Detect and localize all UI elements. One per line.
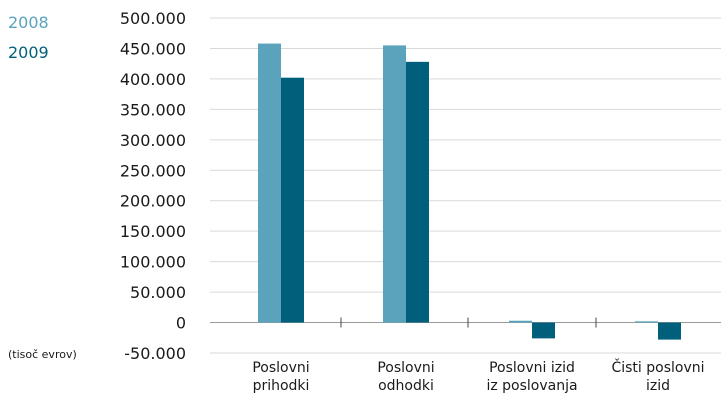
category-label: prihodki bbox=[253, 378, 310, 393]
y-tick-label: 300.000 bbox=[120, 131, 186, 150]
bar-2009-2 bbox=[406, 61, 429, 323]
bar-2008-4 bbox=[635, 321, 658, 323]
y-axis-tick-labels: 500.000 450.000 400.000 350.000 300.000 250.0… bbox=[120, 9, 186, 363]
category-label: odhodki bbox=[378, 378, 434, 393]
bar-2008-3 bbox=[509, 320, 532, 323]
bar-2009-4 bbox=[658, 322, 681, 340]
y-tick-label: -50.000 bbox=[124, 344, 186, 363]
y-tick-label: 350.000 bbox=[120, 100, 186, 119]
bar-2008-1 bbox=[258, 43, 281, 323]
bar-2009-1 bbox=[281, 77, 304, 323]
category-label: izid bbox=[646, 378, 670, 393]
category-label: Poslovni izid bbox=[489, 360, 575, 376]
y-tick-label: 500.000 bbox=[120, 9, 186, 28]
y-tick-label: 250.000 bbox=[120, 161, 186, 180]
y-tick-label: 450.000 bbox=[120, 39, 186, 58]
category-label: Poslovni bbox=[377, 360, 434, 376]
y-tick-label: 200.000 bbox=[120, 192, 186, 211]
legend-entry-2009: 2009 bbox=[8, 43, 49, 62]
y-tick-label: 0 bbox=[176, 314, 186, 333]
category-separators bbox=[340, 317, 597, 328]
legend: 2008 2009 bbox=[8, 13, 49, 62]
bar-2009-3 bbox=[532, 322, 555, 339]
bars bbox=[258, 43, 681, 340]
y-tick-label: 100.000 bbox=[120, 253, 186, 272]
y-tick-label: 50.000 bbox=[130, 283, 186, 302]
bar-2008-2 bbox=[383, 45, 406, 323]
unit-label: (tisoč evrov) bbox=[8, 348, 77, 361]
category-label: iz poslovanja bbox=[486, 378, 577, 393]
legend-entry-2008: 2008 bbox=[8, 13, 49, 32]
y-tick-label: 150.000 bbox=[120, 222, 186, 241]
category-label: Čisti poslovni bbox=[611, 358, 704, 376]
y-tick-label: 400.000 bbox=[120, 70, 186, 89]
category-label: Poslovni bbox=[252, 360, 309, 376]
category-labels: Poslovni prihodki Poslovni odhodki Poslovni … bbox=[252, 358, 704, 393]
